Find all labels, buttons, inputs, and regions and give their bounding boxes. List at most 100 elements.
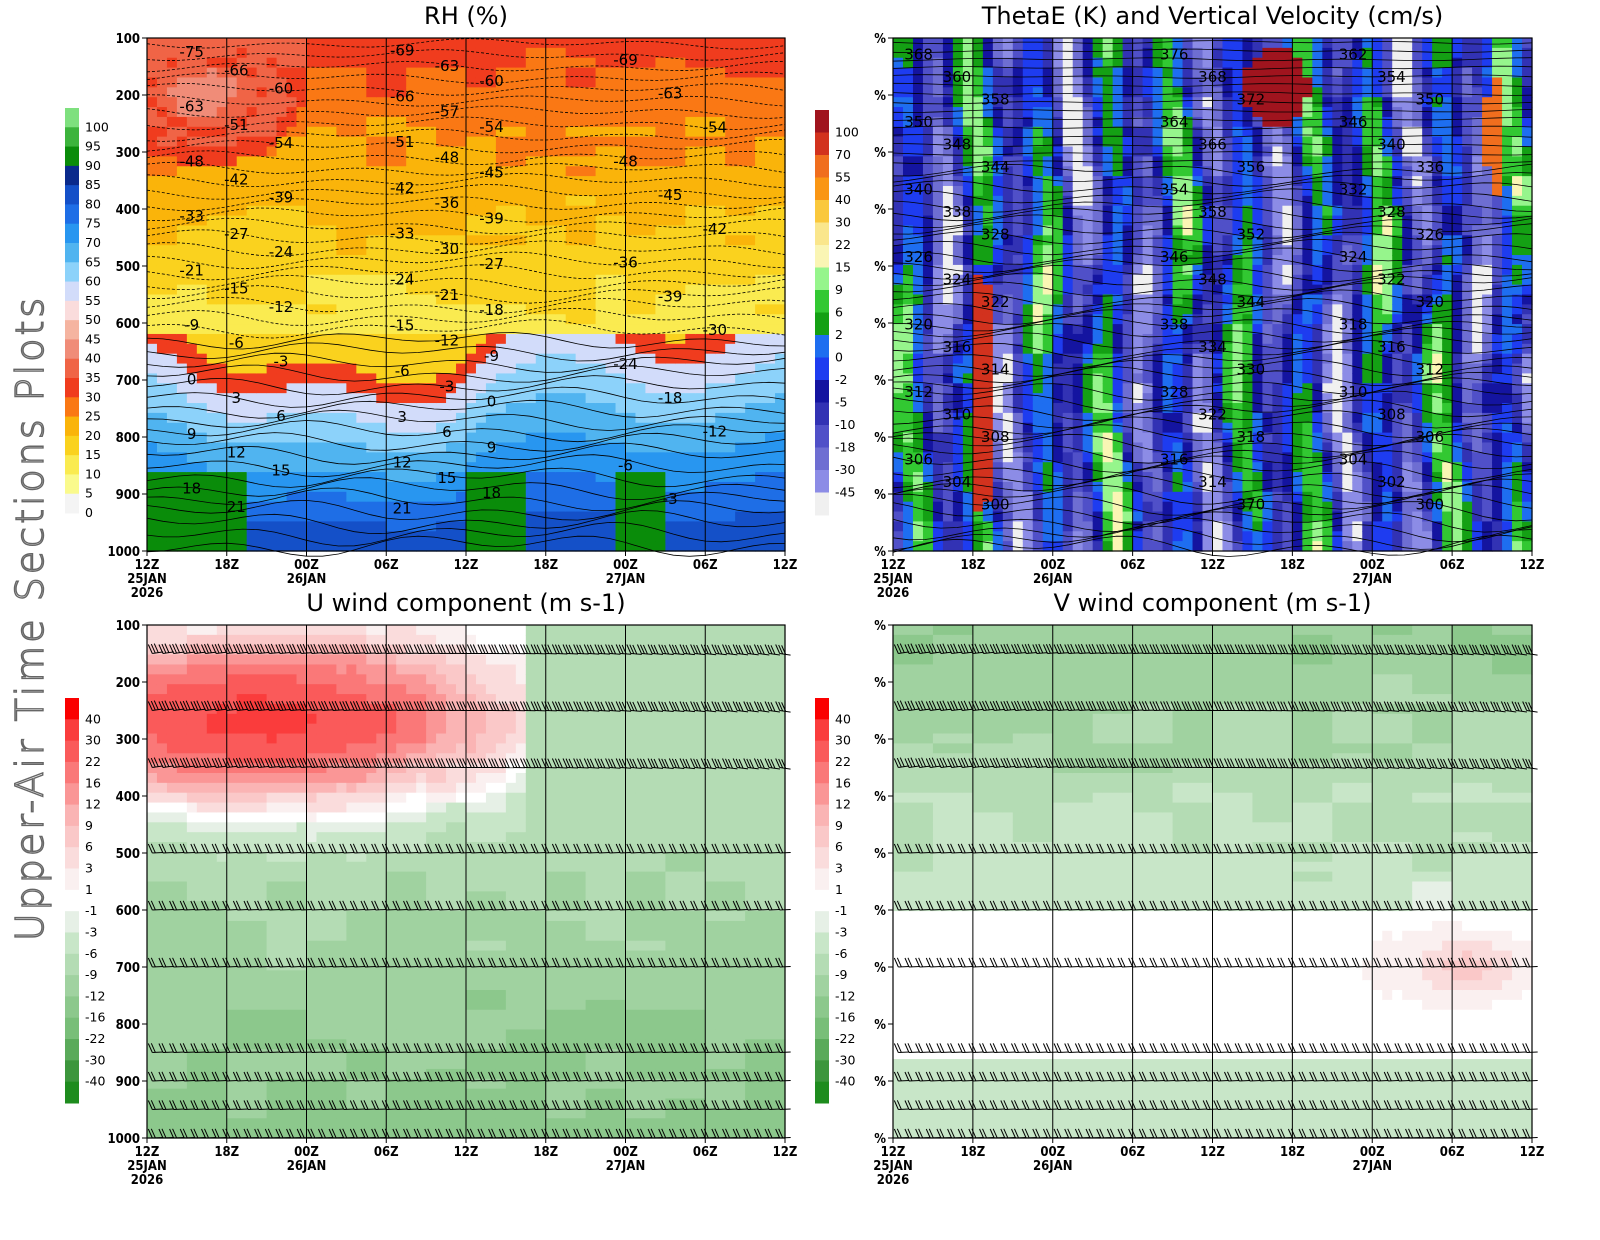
field-cell xyxy=(566,354,577,364)
contour-label: -63 xyxy=(179,98,204,116)
field-cell xyxy=(167,334,178,344)
field-cell xyxy=(336,492,347,502)
field-cell xyxy=(1053,442,1064,452)
field-cell xyxy=(705,97,716,107)
field-cell xyxy=(366,482,377,492)
field-cell xyxy=(466,364,477,374)
field-cell xyxy=(566,147,577,157)
field-cell xyxy=(973,265,984,275)
field-cell xyxy=(606,87,617,97)
field-cell xyxy=(546,541,557,551)
field-cell xyxy=(1033,255,1044,265)
field-cell xyxy=(775,58,786,68)
field-cell xyxy=(526,77,537,87)
field-cell xyxy=(147,334,158,344)
field-cell xyxy=(725,531,736,541)
field-cell xyxy=(356,285,367,295)
field-cell xyxy=(1153,334,1164,344)
field-cell xyxy=(366,87,377,97)
field-cell xyxy=(1083,196,1094,206)
field-cell xyxy=(277,275,288,285)
field-cell xyxy=(446,225,457,235)
field-cell xyxy=(536,531,547,541)
field-cell xyxy=(147,196,158,206)
field-cell xyxy=(147,156,158,166)
field-cell xyxy=(167,512,178,522)
field-cell xyxy=(456,442,467,452)
field-cell xyxy=(596,48,607,58)
field-cell xyxy=(645,265,656,275)
field-cell xyxy=(227,354,238,364)
field-cell xyxy=(1103,373,1114,383)
field-cell xyxy=(247,314,258,324)
field-cell xyxy=(963,393,974,403)
field-cell xyxy=(576,186,587,196)
field-cell xyxy=(386,68,397,78)
field-cell xyxy=(426,176,437,186)
field-cell xyxy=(316,245,327,255)
field-cell xyxy=(1093,541,1104,551)
field-cell xyxy=(336,452,347,462)
field-cell xyxy=(147,442,158,452)
field-cell xyxy=(416,541,427,551)
field-cell xyxy=(893,147,904,157)
field-cell xyxy=(187,393,198,403)
field-cell xyxy=(765,482,776,492)
field-cell xyxy=(356,245,367,255)
field-cell xyxy=(655,512,666,522)
field-cell xyxy=(765,472,776,482)
field-cell xyxy=(1063,166,1074,176)
field-cell xyxy=(576,196,587,206)
field-cell xyxy=(596,186,607,196)
y-tick-label: 600 xyxy=(116,317,140,332)
field-cell xyxy=(556,373,567,383)
field-cell xyxy=(287,206,298,216)
field-cell xyxy=(1113,462,1124,472)
field-cell xyxy=(665,48,676,58)
field-cell xyxy=(606,206,617,216)
field-cell xyxy=(257,245,268,255)
field-cell xyxy=(257,107,268,117)
field-cell xyxy=(1003,107,1014,117)
contour-label: -9 xyxy=(484,347,499,365)
field-cell xyxy=(167,502,178,512)
field-cell xyxy=(626,334,637,344)
field-cell xyxy=(536,137,547,147)
field-cell xyxy=(516,344,527,354)
field-cell xyxy=(436,512,447,522)
field-cell xyxy=(187,117,198,127)
field-cell xyxy=(755,393,766,403)
field-cell xyxy=(237,531,248,541)
field-cell xyxy=(277,107,288,117)
field-cell xyxy=(526,265,537,275)
field-cell xyxy=(506,521,517,531)
field-cell xyxy=(1083,107,1094,117)
field-cell xyxy=(765,354,776,364)
field-cell xyxy=(596,156,607,166)
field-cell xyxy=(685,107,696,117)
field-cell xyxy=(1103,314,1114,324)
field-cell xyxy=(775,216,786,226)
field-cell xyxy=(745,216,756,226)
field-cell xyxy=(1083,344,1094,354)
field-cell xyxy=(1143,433,1154,443)
field-cell xyxy=(943,255,954,265)
field-cell xyxy=(227,541,238,551)
field-cell xyxy=(147,147,158,157)
field-cell xyxy=(207,186,218,196)
field-cell xyxy=(576,107,587,117)
field-cell xyxy=(346,512,357,522)
field-cell xyxy=(675,147,686,157)
field-cell xyxy=(167,196,178,206)
contour-label: 9 xyxy=(187,425,197,443)
field-cell xyxy=(167,265,178,275)
field-cell xyxy=(486,186,497,196)
field-cell xyxy=(635,531,646,541)
field-cell xyxy=(1063,512,1074,522)
field-cell xyxy=(316,225,327,235)
field-cell xyxy=(993,403,1004,413)
field-cell xyxy=(675,304,686,314)
field-cell xyxy=(416,502,427,512)
field-cell xyxy=(516,255,527,265)
field-cell xyxy=(307,364,318,374)
